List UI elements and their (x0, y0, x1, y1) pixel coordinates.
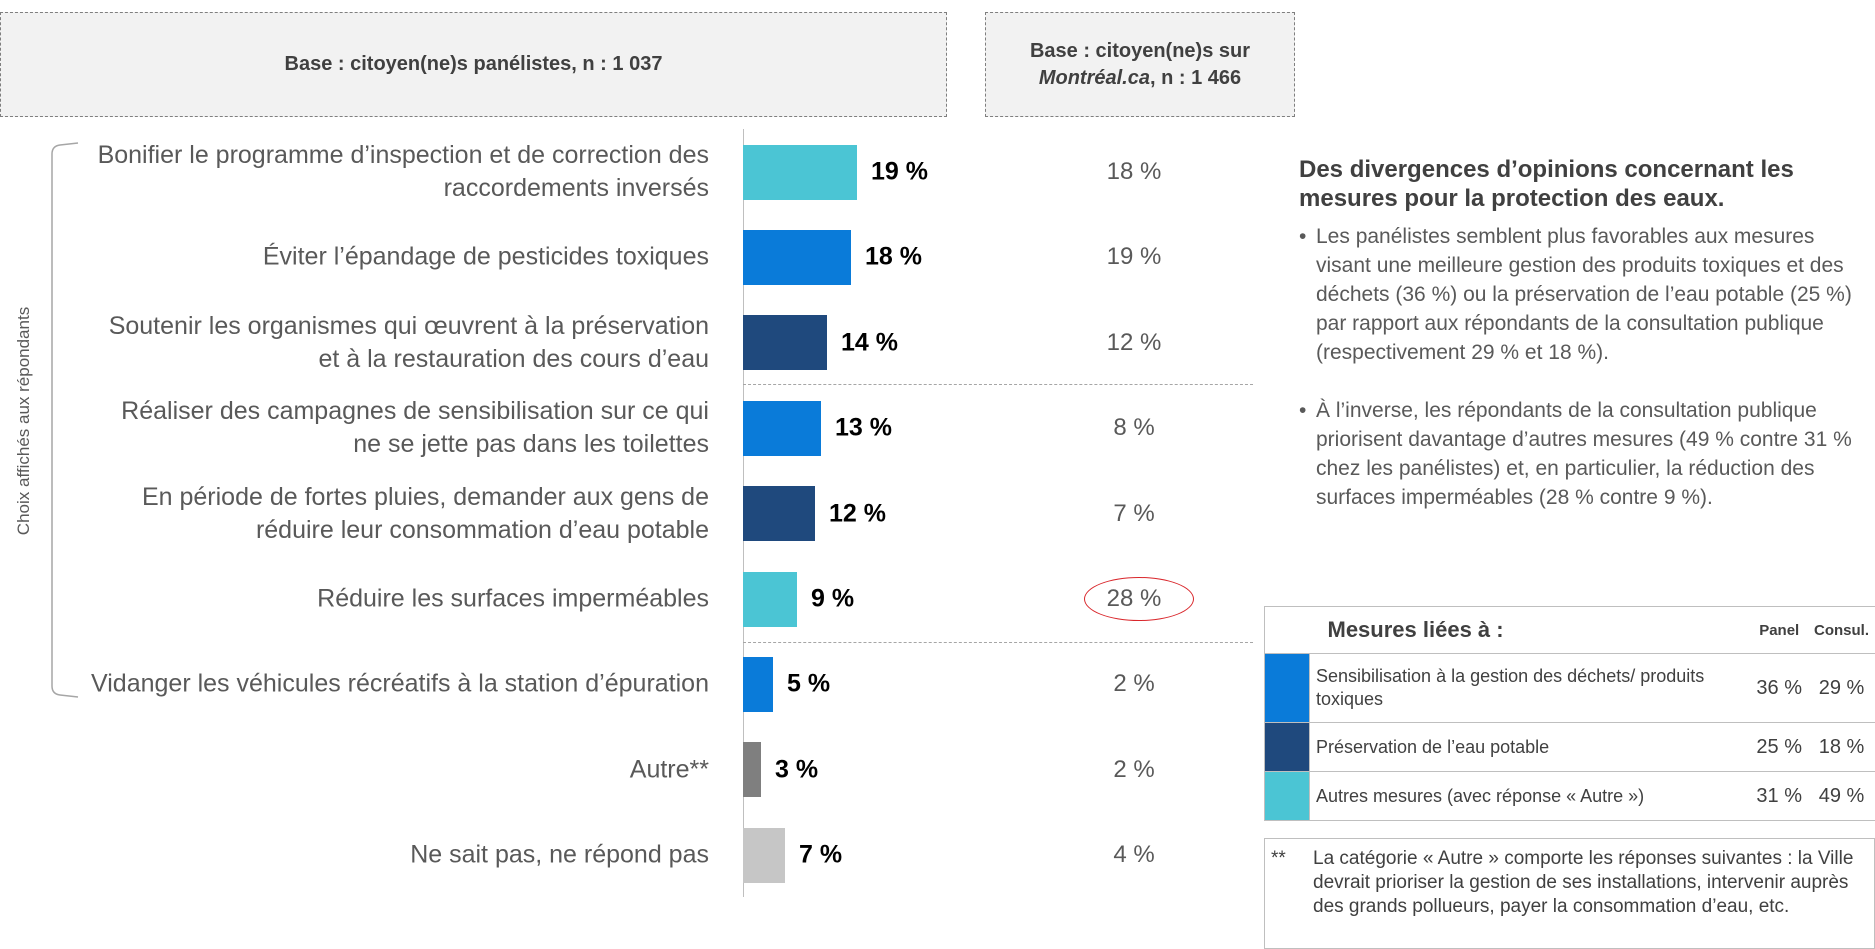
table-cell: 18 % (1808, 722, 1875, 772)
value-label: 3 % (775, 755, 819, 784)
category-label: Réaliser des campagnes de sensibilisatio… (121, 397, 709, 459)
table-cell: 31 % (1750, 771, 1808, 821)
value-label: 14 % (841, 328, 898, 357)
bar (743, 486, 815, 542)
category-label: Soutenir les organismes qui œuvrent à la… (108, 311, 709, 373)
color-swatch (1264, 653, 1310, 723)
table-cell: Autres mesures (avec réponse « Autre ») (1309, 771, 1751, 821)
bar (743, 742, 761, 798)
legend-table: Mesures liées à : Panel Consul. Sensibilisa… (1264, 606, 1875, 821)
series-name-part: Montréal.ca (1038, 66, 1150, 89)
category-label: Ne sait pas, ne répond pas (410, 840, 709, 869)
category-label: Vidanger les véhicules récréatifs à la s… (91, 669, 709, 698)
value-label: 13 % (835, 413, 892, 442)
category-label: Réduire les surfaces imperméables (317, 584, 709, 613)
highlight-circle (1084, 577, 1194, 621)
table-header: Mesures liées à : Panel Consul. (1264, 606, 1875, 654)
category-label: Autre** (629, 755, 709, 784)
bullet-text: À l’inverse, les répondants de la consul… (1316, 399, 1852, 509)
value-label: 12 % (1106, 328, 1162, 356)
series-name: Base : citoyen(ne)s panélistes, n : 1 03… (285, 51, 663, 78)
side-heading: Des divergences d’opinions concernant le… (1299, 156, 1794, 212)
bracket-label: Choix affichés aux répondants (14, 306, 33, 536)
header-consult: Base : citoyen(ne)s sur Montréal.ca, n : … (985, 12, 1295, 117)
table-cell: 49 % (1808, 771, 1875, 821)
bullets: • Les panélistes semblent plus favorables… (1299, 222, 1869, 512)
value-label: 19 % (1106, 243, 1162, 271)
value-label: 7 % (1113, 499, 1155, 527)
separator (743, 642, 1253, 643)
value-label: 18 % (865, 242, 922, 271)
header-panel: Base : citoyen(ne)s panélistes, n : 1 03… (0, 12, 947, 117)
value-label: 8 % (1113, 414, 1155, 442)
bar (743, 315, 827, 371)
header-cell: Mesures liées à : (1309, 606, 1751, 654)
bracket (51, 142, 79, 698)
table-row: Préservation de l’eau potable 25 % 18 % (1264, 722, 1875, 772)
value-label: 5 % (787, 669, 831, 698)
bar (743, 656, 773, 712)
color-swatch (1264, 771, 1310, 821)
header-cell: Consul. (1808, 606, 1875, 654)
table-row: Autres mesures (avec réponse « Autre ») 3… (1264, 771, 1875, 821)
bullet: • À l’inverse, les répondants de la consu… (1299, 396, 1869, 512)
bar (743, 827, 785, 883)
series-name: Base : citoyen(ne)s sur Montréal.ca, n : … (1030, 38, 1250, 92)
value-label: 9 % (811, 584, 855, 613)
series-name-part: Base : citoyen(ne)s sur (1029, 39, 1251, 62)
bullet-text: Les panélistes semblent plus favorables … (1316, 225, 1852, 364)
category-label: En période de fortes pluies, demander au… (141, 482, 709, 544)
value-label: 18 % (1106, 158, 1162, 185)
table-cell: Sensibilisation à la gestion des déchets… (1309, 653, 1751, 723)
table-row: Sensibilisation à la gestion des déchets… (1264, 653, 1875, 723)
header-cell: Panel (1750, 606, 1808, 654)
bullet: • Les panélistes semblent plus favorables… (1299, 222, 1869, 367)
table-cell: 25 % (1750, 722, 1808, 772)
series-name-part: Base : citoyen(ne)s panélistes, n : 1 03… (284, 53, 663, 75)
bullet-dot: • (1299, 225, 1307, 248)
category-label: Bonifier le programme d’inspection et de… (97, 141, 709, 202)
value-label: 2 % (1113, 670, 1155, 698)
color-swatch (1264, 722, 1310, 772)
series-name-part: , n : 1 466 (1149, 66, 1242, 89)
footnote-marker: ** (1271, 848, 1286, 869)
value-label: 7 % (799, 840, 843, 869)
bullet-dot: • (1299, 399, 1307, 422)
value-label: 4 % (1113, 841, 1155, 869)
value-label: 19 % (871, 157, 928, 186)
footnote: ** La catégorie « Autre » comporte les r… (1264, 838, 1875, 949)
table-cell: Préservation de l’eau potable (1309, 722, 1751, 772)
category-label: Éviter l’épandage de pesticides toxiques (262, 242, 709, 271)
table-cell: 29 % (1808, 653, 1875, 723)
footnote-text: La catégorie « Autre » comporte les répo… (1313, 848, 1854, 917)
separator (743, 384, 1253, 385)
bar (743, 229, 851, 285)
bar (743, 400, 821, 456)
value-label: 2 % (1113, 755, 1155, 783)
bar (743, 571, 797, 627)
header-cell (1264, 606, 1310, 654)
table-cell: 36 % (1750, 653, 1808, 723)
bar (743, 144, 857, 200)
value-label: 12 % (829, 499, 886, 528)
